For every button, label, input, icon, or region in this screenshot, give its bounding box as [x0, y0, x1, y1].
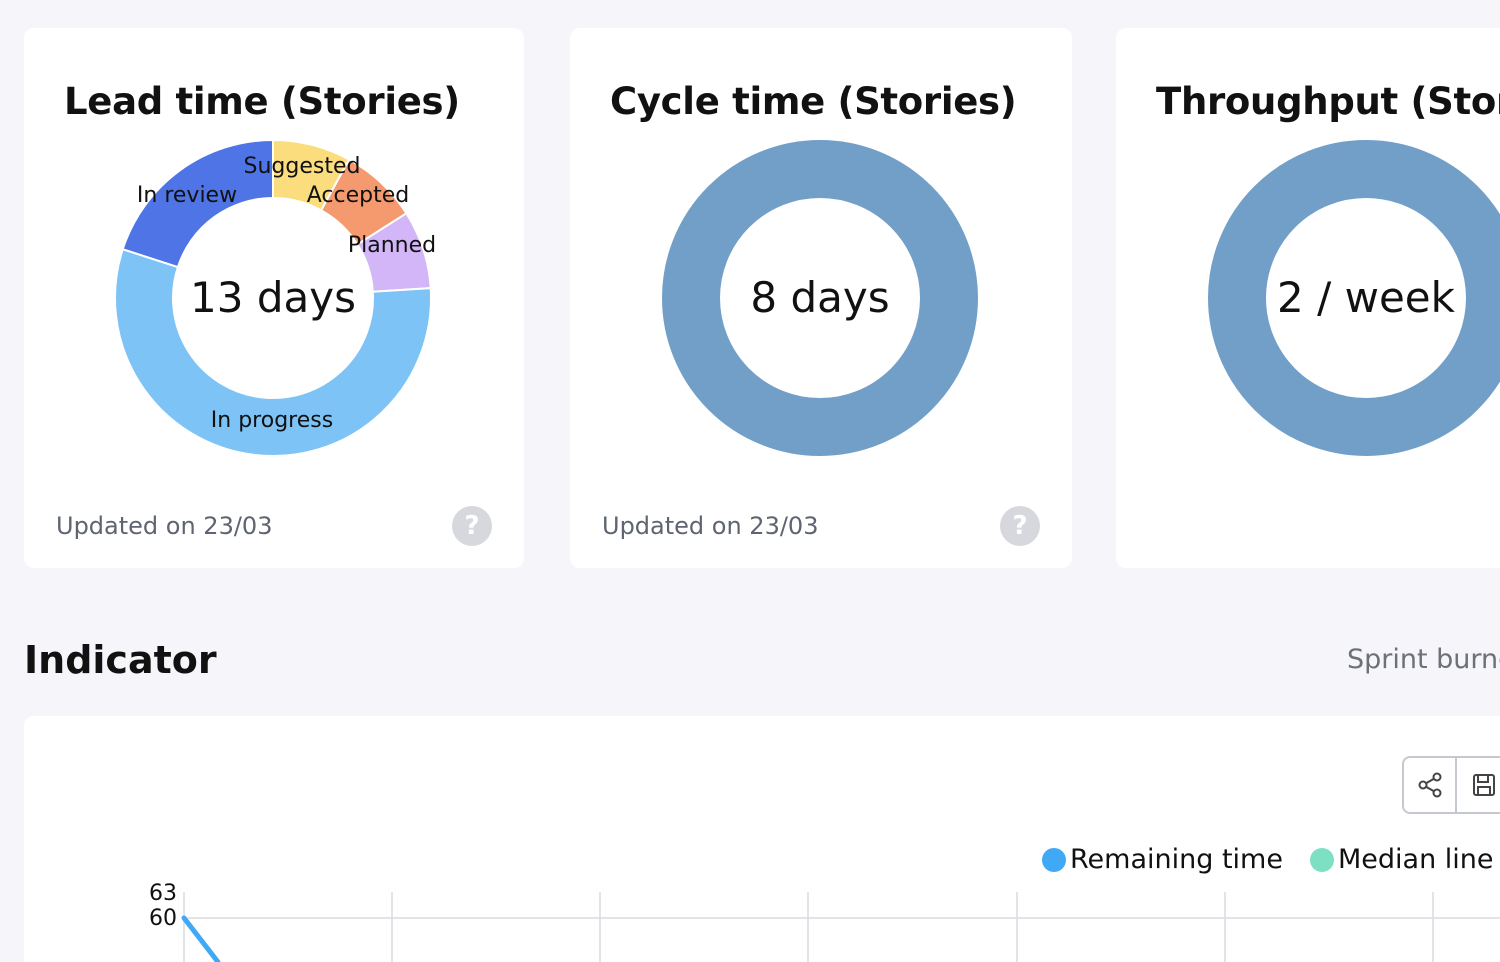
throughput-title: Throughput (Stories) — [1156, 80, 1500, 123]
cycle-time-updated: Updated on 23/03 — [602, 512, 819, 540]
indicator-title: Indicator — [24, 638, 217, 682]
legend-remaining-time[interactable]: Remaining time — [1042, 844, 1283, 875]
lead-time-title: Lead time (Stories) — [64, 80, 460, 123]
throughput-donut — [1208, 140, 1500, 456]
lead-time-label-suggested: Suggested — [244, 154, 361, 179]
sprint-burndown-link[interactable]: Sprint burndown — [1347, 644, 1500, 675]
lead-time-donut: Suggested Accepted Planned In progress In re… — [114, 138, 436, 457]
legend-remaining-label: Remaining time — [1070, 844, 1283, 875]
lead-time-slice-in-review[interactable] — [121, 138, 274, 269]
lead-time-help-icon[interactable]: ? — [452, 506, 492, 546]
lead-time-value: 13 days — [190, 273, 356, 322]
lead-time-label-in-progress: In progress — [211, 408, 333, 433]
cycle-time-title: Cycle time (Stories) — [610, 80, 1017, 123]
save-button[interactable] — [1457, 758, 1500, 812]
throughput-card: Throughput (Stories) 2 / week — [1116, 28, 1500, 568]
legend-median-label: Median line — [1338, 844, 1494, 875]
lead-time-slice-in-progress[interactable] — [114, 247, 432, 457]
remaining-time-dot — [1042, 847, 1066, 872]
cycle-time-card: Cycle time (Stories) 8 days Updated on 2… — [570, 28, 1072, 568]
chart-toolbar — [1402, 756, 1500, 814]
lead-time-label-planned: Planned — [348, 233, 436, 258]
lead-time-updated: Updated on 23/03 — [56, 512, 273, 540]
lead-time-label-in-review: In review — [137, 183, 237, 208]
cycle-time-donut — [662, 140, 978, 456]
throughput-ring[interactable] — [1208, 140, 1500, 456]
save-icon — [1472, 774, 1495, 796]
throughput-value: 2 / week — [1277, 273, 1455, 322]
indicator-chart-card — [24, 716, 1500, 962]
cycle-time-value: 8 days — [750, 273, 890, 322]
cycle-time-help-icon[interactable]: ? — [1000, 506, 1040, 546]
lead-time-label-accepted: Accepted — [307, 183, 409, 208]
lead-time-card: Lead time (Stories) Suggested Accepted Pla… — [24, 28, 524, 568]
share-icon — [1418, 772, 1442, 798]
median-line-dot — [1310, 847, 1334, 872]
cycle-time-ring[interactable] — [662, 140, 978, 456]
legend-median-line[interactable]: Median line — [1310, 844, 1494, 875]
share-button[interactable] — [1404, 758, 1458, 812]
